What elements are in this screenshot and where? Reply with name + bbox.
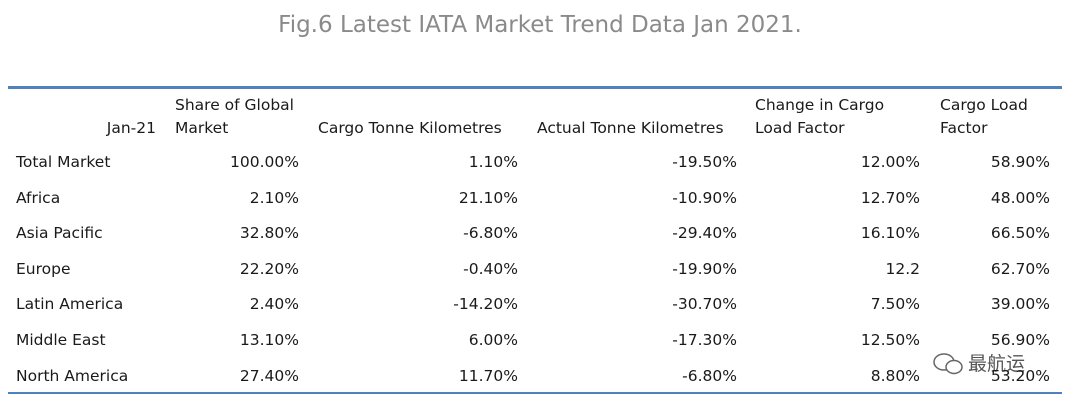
table-cell: -19.50%: [672, 153, 737, 171]
table-cell: 100.00%: [230, 153, 299, 171]
title: Fig.6 Latest IATA Market Trend Data Jan …: [278, 12, 802, 38]
table-cell: -10.90%: [672, 188, 737, 207]
table-cell: 2.10%: [249, 188, 299, 207]
row-label: Asia Pacific: [16, 224, 103, 243]
watermark: 最航运: [968, 353, 1026, 375]
column-header: Actual Tonne Kilometres: [537, 119, 724, 137]
table-cell: 21.10%: [458, 188, 518, 207]
table-cell: -17.30%: [672, 331, 737, 349]
table-cell: 16.10%: [860, 224, 920, 243]
row-label: North America: [16, 366, 129, 385]
column-header: Share of Global Market: [175, 96, 294, 137]
table-cell: 32.80%: [239, 224, 299, 243]
table-cell: -6.80%: [682, 366, 737, 385]
table-cell: -19.90%: [672, 259, 737, 278]
table-bottom-rule: [8, 392, 1062, 394]
row-label: Total Market: [16, 153, 111, 171]
table-cell: 12.50%: [860, 331, 920, 349]
table-cell: -29.40%: [672, 224, 737, 243]
table-cell: -30.70%: [672, 295, 737, 314]
table-cell: 58.90%: [990, 153, 1050, 171]
table-cell: 12.00%: [860, 153, 920, 171]
column-header: Jan-21: [106, 119, 156, 137]
column-header: Cargo Tonne Kilometres: [318, 119, 502, 137]
table-cell: 8.80%: [870, 366, 920, 385]
table-cell: 66.50%: [990, 224, 1050, 243]
table-cell: 1.10%: [468, 153, 518, 171]
table-cell: 6.00%: [468, 331, 518, 349]
table-cell: 2.40%: [249, 295, 299, 314]
table-cell: 7.50%: [870, 295, 920, 314]
column-header: Cargo Load Factor: [940, 96, 1028, 137]
table-cell: -6.80%: [463, 224, 518, 243]
table-cell: 13.10%: [239, 331, 299, 349]
watermark-icon: [933, 353, 963, 375]
table-cell: 12.2: [885, 259, 920, 278]
table-cell: 56.90%: [990, 331, 1050, 349]
column-header: Change in Cargo Load Factor: [755, 96, 885, 137]
row-label: Latin America: [16, 295, 124, 314]
table-cell: -0.40%: [463, 259, 518, 278]
table-cell: 27.40%: [239, 366, 299, 385]
row-label: Europe: [16, 259, 71, 278]
table-cell: 48.00%: [990, 188, 1050, 207]
table-cell: 12.70%: [860, 188, 920, 207]
row-label: Africa: [16, 188, 61, 207]
table-cell: 53.20%: [990, 366, 1050, 385]
table-cell: 11.70%: [458, 366, 518, 385]
table-top-rule: [8, 86, 1062, 89]
table-cell: 39.00%: [990, 295, 1050, 314]
row-label: Middle East: [16, 331, 106, 349]
table-cell: 22.20%: [239, 259, 299, 278]
table-cell: -14.20%: [453, 295, 518, 314]
table-cell: 62.70%: [990, 259, 1050, 278]
